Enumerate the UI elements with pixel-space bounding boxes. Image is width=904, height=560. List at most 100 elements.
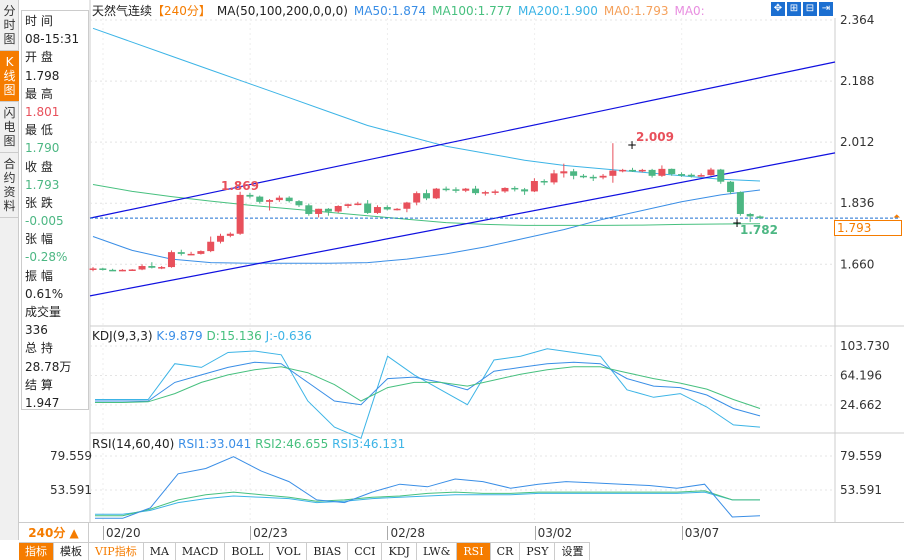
candle-body <box>373 207 381 213</box>
rsi2-line <box>95 490 760 517</box>
candle-body <box>628 169 636 172</box>
indicator-button-2[interactable]: VIP指标 <box>89 543 144 560</box>
ma200-value: MA200:1.900 <box>518 4 598 18</box>
indicator-button-0[interactable]: 指标 <box>19 543 54 560</box>
ma100-line <box>92 184 761 226</box>
candle-body <box>226 233 234 236</box>
tab-label: 闪电图 <box>3 106 16 148</box>
indicator-button-11[interactable]: RSI <box>457 543 491 560</box>
rsi-title: RSI(14,60,40) RSI1:33.041 RSI2:46.655 RS… <box>92 437 405 451</box>
candle-body <box>491 191 499 193</box>
info-value: 1.947 <box>25 395 60 410</box>
candle-body <box>305 205 313 214</box>
kdj-k-line <box>95 361 761 417</box>
kdj-k: K:9.879 <box>156 329 203 343</box>
exit-icon[interactable]: ⇥ <box>819 2 833 16</box>
candle-body <box>266 200 274 202</box>
candle-body <box>668 168 676 175</box>
indicator-button-1[interactable]: 模板 <box>54 543 89 560</box>
kdj-d-line <box>95 366 761 409</box>
indicator-button-5[interactable]: BOLL <box>225 543 271 560</box>
tab-kline[interactable]: K线图 <box>0 51 19 102</box>
info-label: 总 持 <box>25 341 53 356</box>
candle-body <box>707 169 715 176</box>
indicator-button-6[interactable]: VOL <box>270 543 308 560</box>
info-label: 开 盘 <box>25 50 53 65</box>
kdj-name: KDJ(9,3,3) <box>92 329 153 343</box>
candle-body <box>275 197 283 201</box>
candle-body <box>334 205 342 212</box>
candle-body <box>383 207 391 210</box>
indicator-button-10[interactable]: LW& <box>417 543 458 560</box>
candle-body <box>295 201 303 206</box>
indicator-button-4[interactable]: MACD <box>176 543 226 560</box>
ma200-line <box>92 27 761 182</box>
candle-body <box>109 269 117 272</box>
low-mark-label: 1.782 <box>740 223 778 237</box>
candle-body <box>756 216 764 219</box>
candle-body <box>570 171 578 176</box>
candle-body <box>423 193 430 199</box>
period-selector[interactable]: 240分 ▲ <box>19 523 89 543</box>
indicator-button-8[interactable]: CCI <box>348 543 383 560</box>
current-price-tag: 1.793 <box>834 220 902 236</box>
price-tick: 2.364 <box>840 13 874 27</box>
move-icon[interactable]: ✥ <box>771 2 785 16</box>
candle-body <box>256 196 264 202</box>
candle-body <box>462 188 470 191</box>
candle-body <box>727 181 735 193</box>
tab-flash-chart[interactable]: 闪电图 <box>0 102 19 153</box>
rsi-name: RSI(14,60,40) <box>92 437 175 451</box>
info-value: 336 <box>25 323 48 338</box>
time-tick: 02/20 <box>103 526 141 540</box>
candle-body <box>589 176 597 179</box>
tab-contract-info[interactable]: 合约资料 <box>0 153 19 218</box>
candle-body <box>501 187 509 192</box>
indicator-button-7[interactable]: BIAS <box>307 543 349 560</box>
ma100-value: MA100:1.777 <box>432 4 513 18</box>
time-tick: 03/07 <box>681 526 719 540</box>
rsi-tick-left: 53.591 <box>50 483 92 497</box>
ma-settings[interactable]: MA(50,100,200,0,0,0) <box>216 4 348 18</box>
info-value: -0.005 <box>25 214 64 229</box>
rsi1: RSI1:33.041 <box>178 437 252 451</box>
indicator-button-9[interactable]: KDJ <box>382 543 417 560</box>
ma0-empty-value: MA0: <box>674 4 705 18</box>
chart-title-bar: 天然气连续【240分】 MA(50,100,200,0,0,0) MA50:1.87… <box>92 2 711 19</box>
kdj-d: D:15.136 <box>206 329 262 343</box>
zoom-out-icon[interactable]: ⊟ <box>803 2 817 16</box>
candle-body <box>560 171 568 174</box>
candle-body <box>472 188 480 194</box>
kline-chart[interactable]: 2.3642.1882.0121.8361.660⏶2.009+1.8691.7… <box>0 0 904 522</box>
candle-body <box>89 268 97 270</box>
candle-body <box>344 204 352 206</box>
candle-body <box>167 252 175 268</box>
rsi-tick-right: 79.559 <box>840 449 882 463</box>
price-tick: 2.188 <box>840 74 874 88</box>
candle-body <box>217 235 225 242</box>
info-value: 1.790 <box>25 141 60 156</box>
period-label: 【240分】 <box>152 4 211 18</box>
candle-body <box>413 193 421 203</box>
candle-body <box>540 181 548 183</box>
candle-body <box>354 203 362 206</box>
candle-body <box>138 266 146 270</box>
zoom-in-icon[interactable]: ⊞ <box>787 2 801 16</box>
indicator-button-12[interactable]: CR <box>491 543 521 560</box>
info-value: 0.61% <box>25 286 64 301</box>
tab-time-sharing[interactable]: 分时图 <box>0 0 19 51</box>
tab-label: 合约资料 <box>3 157 16 213</box>
info-label: 结 算 <box>25 377 53 392</box>
indicator-button-13[interactable]: PSY <box>520 543 556 560</box>
instrument-name: 天然气连续 <box>92 4 153 18</box>
candle-body <box>481 192 489 194</box>
candle-body <box>736 192 744 214</box>
kdj-tick: 24.662 <box>840 398 882 412</box>
tab-label: 分时图 <box>3 4 16 46</box>
indicator-button-3[interactable]: MA <box>144 543 176 560</box>
info-label: 张 幅 <box>25 232 53 247</box>
candle-body <box>687 174 695 177</box>
rsi-tick-right: 53.591 <box>840 483 882 497</box>
indicator-button-14[interactable]: 设置 <box>555 543 591 560</box>
info-label: 振 幅 <box>25 268 53 283</box>
